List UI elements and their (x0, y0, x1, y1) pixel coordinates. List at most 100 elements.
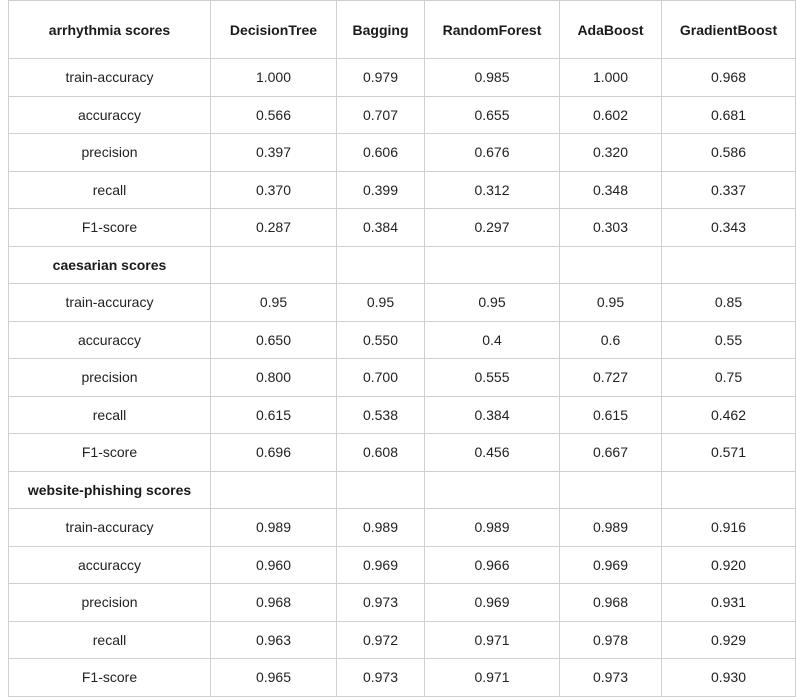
empty-cell (424, 245, 560, 284)
score-cell: 0.929 (661, 620, 796, 659)
metric-label: accuraccy (8, 320, 211, 359)
score-cell: 0.700 (336, 358, 425, 397)
score-cell: 0.615 (559, 395, 662, 434)
table-row: train-accuracy 0.989 0.989 0.989 0.989 0.916 (8, 508, 796, 547)
score-cell: 0.650 (210, 320, 337, 359)
header-row: arrhythmia scores DecisionTree Bagging R… (8, 0, 796, 59)
score-cell: 0.606 (336, 133, 425, 172)
score-cell: 0.965 (210, 658, 337, 697)
score-cell: 0.800 (210, 358, 337, 397)
score-cell: 0.676 (424, 133, 560, 172)
table-row: recall 0.963 0.972 0.971 0.978 0.929 (8, 620, 796, 659)
header-dataset: arrhythmia scores (8, 0, 211, 59)
score-cell: 1.000 (559, 58, 662, 97)
score-cell: 0.608 (336, 433, 425, 472)
score-cell: 0.985 (424, 58, 560, 97)
score-cell: 0.973 (336, 583, 425, 622)
empty-cell (336, 470, 425, 509)
empty-cell (336, 245, 425, 284)
metric-label: recall (8, 170, 211, 209)
score-cell: 0.963 (210, 620, 337, 659)
metric-label: train-accuracy (8, 58, 211, 97)
table-row: recall 0.615 0.538 0.384 0.615 0.462 (8, 395, 796, 434)
score-cell: 0.960 (210, 545, 337, 584)
score-cell: 0.989 (424, 508, 560, 547)
section-title: website-phishing scores (8, 470, 211, 509)
section-header-row: caesarian scores (8, 245, 796, 284)
table-row: recall 0.370 0.399 0.312 0.348 0.337 (8, 170, 796, 209)
score-cell: 1.000 (210, 58, 337, 97)
score-cell: 0.973 (336, 658, 425, 697)
table-row: F1-score 0.965 0.973 0.971 0.973 0.930 (8, 658, 796, 697)
score-cell: 0.397 (210, 133, 337, 172)
score-cell: 0.95 (336, 283, 425, 322)
empty-cell (210, 245, 337, 284)
score-cell: 0.968 (210, 583, 337, 622)
score-cell: 0.320 (559, 133, 662, 172)
score-cell: 0.727 (559, 358, 662, 397)
metric-label: train-accuracy (8, 283, 211, 322)
score-cell: 0.602 (559, 95, 662, 134)
score-cell: 0.931 (661, 583, 796, 622)
scores-table: arrhythmia scores DecisionTree Bagging R… (8, 0, 796, 697)
score-cell: 0.973 (559, 658, 662, 697)
empty-cell (661, 470, 796, 509)
score-cell: 0.566 (210, 95, 337, 134)
score-cell: 0.297 (424, 208, 560, 247)
score-cell: 0.550 (336, 320, 425, 359)
score-cell: 0.989 (559, 508, 662, 547)
score-cell: 0.312 (424, 170, 560, 209)
table-row: accuraccy 0.566 0.707 0.655 0.602 0.681 (8, 95, 796, 134)
empty-cell (424, 470, 560, 509)
score-cell: 0.989 (336, 508, 425, 547)
score-cell: 0.370 (210, 170, 337, 209)
score-cell: 0.707 (336, 95, 425, 134)
header-model-adaboost: AdaBoost (559, 0, 662, 59)
score-cell: 0.456 (424, 433, 560, 472)
empty-cell (559, 470, 662, 509)
metric-label: precision (8, 583, 211, 622)
score-cell: 0.343 (661, 208, 796, 247)
score-cell: 0.586 (661, 133, 796, 172)
table-body: train-accuracy 1.000 0.979 0.985 1.000 0.968 a… (8, 58, 796, 697)
score-cell: 0.979 (336, 58, 425, 97)
table-row: F1-score 0.696 0.608 0.456 0.667 0.571 (8, 433, 796, 472)
metric-label: F1-score (8, 658, 211, 697)
metric-label: precision (8, 133, 211, 172)
score-cell: 0.930 (661, 658, 796, 697)
table-row: precision 0.397 0.606 0.676 0.320 0.586 (8, 133, 796, 172)
score-cell: 0.95 (424, 283, 560, 322)
table-row: accuraccy 0.960 0.969 0.966 0.969 0.920 (8, 545, 796, 584)
score-cell: 0.696 (210, 433, 337, 472)
score-cell: 0.968 (661, 58, 796, 97)
header-model-bagging: Bagging (336, 0, 425, 59)
score-cell: 0.969 (424, 583, 560, 622)
score-cell: 0.384 (424, 395, 560, 434)
score-cell: 0.969 (336, 545, 425, 584)
table-row: F1-score 0.287 0.384 0.297 0.303 0.343 (8, 208, 796, 247)
score-cell: 0.972 (336, 620, 425, 659)
score-cell: 0.555 (424, 358, 560, 397)
table-row: precision 0.800 0.700 0.555 0.727 0.75 (8, 358, 796, 397)
header-model-gradientboost: GradientBoost (661, 0, 796, 59)
score-cell: 0.966 (424, 545, 560, 584)
metric-label: precision (8, 358, 211, 397)
score-cell: 0.916 (661, 508, 796, 547)
score-cell: 0.538 (336, 395, 425, 434)
metric-label: accuraccy (8, 95, 211, 134)
score-cell: 0.615 (210, 395, 337, 434)
empty-cell (210, 470, 337, 509)
metric-label: recall (8, 395, 211, 434)
score-cell: 0.399 (336, 170, 425, 209)
score-cell: 0.969 (559, 545, 662, 584)
score-cell: 0.55 (661, 320, 796, 359)
score-cell: 0.4 (424, 320, 560, 359)
metric-label: F1-score (8, 433, 211, 472)
score-cell: 0.667 (559, 433, 662, 472)
score-cell: 0.348 (559, 170, 662, 209)
section-header-row: website-phishing scores (8, 470, 796, 509)
table-row: precision 0.968 0.973 0.969 0.968 0.931 (8, 583, 796, 622)
score-cell: 0.95 (559, 283, 662, 322)
header-model-randomforest: RandomForest (424, 0, 560, 59)
score-cell: 0.95 (210, 283, 337, 322)
